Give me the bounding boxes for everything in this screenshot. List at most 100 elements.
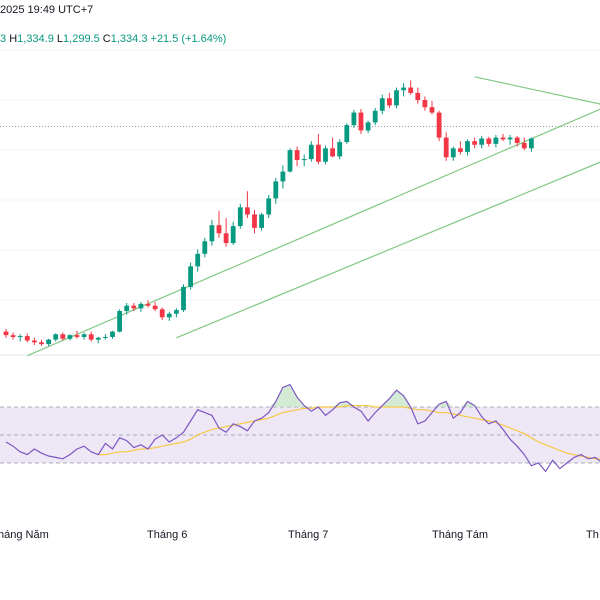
candle-body <box>252 214 257 228</box>
candle <box>316 134 321 165</box>
rsi-pane <box>0 383 600 473</box>
candle <box>458 141 463 155</box>
candle <box>159 307 165 320</box>
candle <box>401 83 406 97</box>
rsi-overbought-fill <box>268 401 276 407</box>
candle <box>259 212 264 231</box>
candle <box>500 134 506 142</box>
candle-body <box>230 226 236 244</box>
header-datetime: 2025 19:49 UTC+7 <box>0 4 94 16</box>
candle-body <box>46 339 51 345</box>
candle-body <box>429 107 435 113</box>
candle <box>479 135 485 149</box>
candle <box>486 136 492 147</box>
candle <box>472 137 477 149</box>
trendline[interactable] <box>27 93 600 357</box>
rsi-overbought-fill <box>332 402 340 407</box>
candle <box>422 96 428 111</box>
symbol-header: 2025 19:49 UTC+7 <box>0 4 93 16</box>
candle <box>443 132 449 161</box>
candle <box>202 237 208 258</box>
rsi-overbought-fill <box>439 401 447 407</box>
candle <box>138 302 144 312</box>
candle <box>394 87 399 109</box>
candle-body <box>124 305 130 312</box>
x-axis-label: Tháng Tám <box>432 529 488 541</box>
candle-body <box>188 266 193 287</box>
ohlc-low-key: L <box>56 33 64 45</box>
candle <box>223 218 229 247</box>
candle-body <box>17 336 23 338</box>
candle-body <box>245 207 250 215</box>
candle-body <box>280 171 286 182</box>
candle-body <box>486 138 492 144</box>
candle-body <box>365 122 371 131</box>
candle <box>3 328 9 338</box>
candle-body <box>287 150 293 172</box>
candle-body <box>138 303 144 309</box>
candle-body <box>103 336 108 338</box>
candle-body <box>422 100 428 108</box>
candle <box>301 154 307 167</box>
trendline[interactable] <box>474 76 600 132</box>
candle-body <box>67 335 73 339</box>
rsi-overbought-fill <box>282 384 290 407</box>
candle-body <box>521 142 527 149</box>
candle-body <box>472 141 477 145</box>
candle <box>216 210 222 238</box>
candle <box>358 109 364 135</box>
candle-body <box>10 335 16 337</box>
candle-body <box>415 92 421 101</box>
chart-gridlines <box>0 49 600 356</box>
candle <box>493 134 499 148</box>
candle <box>372 108 378 126</box>
candle <box>514 135 520 147</box>
candle <box>145 300 151 308</box>
candle <box>252 210 257 234</box>
candle-body <box>3 331 9 336</box>
candle <box>103 334 108 340</box>
candle <box>181 284 186 312</box>
time-axis: háng Năm Tháng 6 Tháng 7 Tháng Tám Th <box>0 529 599 541</box>
candle <box>280 165 286 189</box>
candle-body <box>117 311 122 332</box>
candle-body <box>514 137 520 143</box>
trendlines[interactable] <box>27 76 600 357</box>
candle <box>273 177 279 204</box>
rsi-line <box>5 383 600 473</box>
ohlc-high-key: H <box>9 33 18 45</box>
candle-body <box>450 148 456 158</box>
candle-body <box>81 334 87 337</box>
ohlc-high: 1,334.9 <box>17 33 54 45</box>
candle-body <box>209 225 215 242</box>
candle <box>110 330 115 339</box>
candle <box>287 148 293 173</box>
candle-body <box>159 309 165 318</box>
trendline[interactable] <box>176 117 600 339</box>
candle-body <box>266 198 272 215</box>
candle-body <box>394 90 399 106</box>
candle <box>465 139 470 156</box>
candle-body <box>216 225 222 234</box>
candlestick-series <box>3 80 534 346</box>
candle-body <box>259 214 264 228</box>
x-axis-label: háng Năm <box>0 529 49 541</box>
candle <box>415 87 421 104</box>
candle-body <box>88 334 94 340</box>
candle <box>450 146 456 161</box>
candle-body <box>330 148 335 157</box>
candle <box>351 109 357 128</box>
candle-body <box>60 334 66 339</box>
candle-body <box>493 137 499 144</box>
candle-body <box>465 141 470 152</box>
candle-body <box>95 337 101 340</box>
candle-body <box>131 305 137 309</box>
candle <box>124 302 130 315</box>
candle <box>152 302 158 312</box>
candle <box>308 141 314 162</box>
candle <box>521 137 527 151</box>
candle-body <box>202 241 208 254</box>
candle-body <box>443 137 449 158</box>
candle-body <box>401 87 406 91</box>
